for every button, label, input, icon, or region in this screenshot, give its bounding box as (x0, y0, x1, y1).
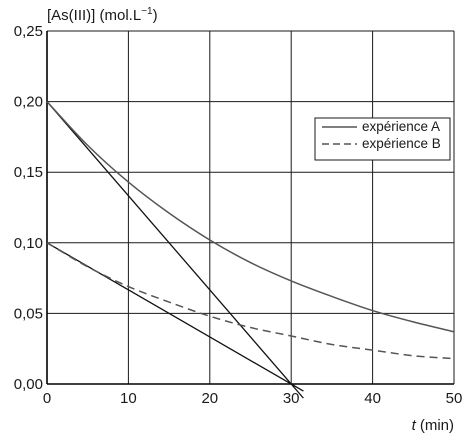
series-line-experience-a (46, 101, 455, 333)
legend-box (314, 117, 451, 161)
axes (46, 31, 454, 385)
y-tick-label: 0,00 (14, 376, 43, 393)
y-tick-label: 0,10 (14, 235, 43, 252)
x-tick-label: 40 (364, 390, 381, 407)
tangent-line-a (46, 101, 304, 399)
series-lines (46, 101, 455, 360)
legend-label-a: expérience A (362, 119, 440, 134)
series-line-experience-b (46, 242, 455, 360)
x-tick-label: 50 (446, 390, 463, 407)
x-tick-label: 30 (283, 390, 300, 407)
tangent-line-b (46, 242, 304, 392)
tick-labels: 0 10 20 30 40 50 0,00 0,05 0,10 0,15 0,20 0,25 (14, 23, 463, 407)
y-tick-label: 0,05 (14, 305, 43, 322)
x-tick-label: 20 (201, 390, 218, 407)
legend: expérience A expérience B (314, 117, 451, 161)
x-tick-label: 10 (120, 390, 137, 407)
y-tick-label: 0,15 (14, 164, 43, 181)
x-axis-title: t (min) (412, 417, 454, 434)
tangent-lines (46, 101, 304, 399)
x-tick-label: 0 (43, 390, 51, 407)
y-tick-label: 0,25 (14, 23, 43, 40)
y-tick-label: 0,20 (14, 94, 43, 111)
legend-label-b: expérience B (362, 136, 441, 151)
grid (46, 30, 455, 385)
y-axis-title: [As(III)] (mol.L−1) (47, 6, 158, 24)
